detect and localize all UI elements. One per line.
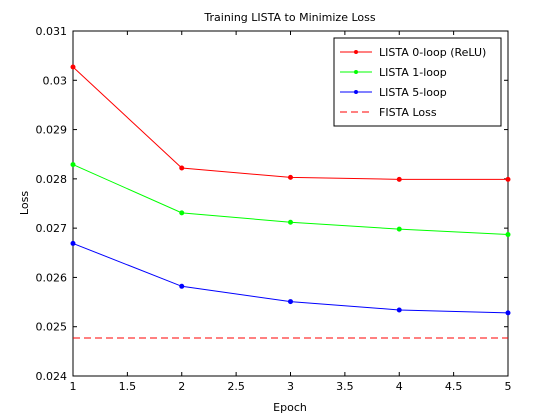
y-tick-label: 0.028	[36, 173, 68, 186]
data-point	[288, 219, 293, 225]
x-tick-label: 5	[505, 380, 512, 393]
legend-box	[333, 37, 502, 127]
x-axis: 1 1.5 2 2.5 3 3.5 4 4.5 5	[70, 31, 512, 393]
legend-label: LISTA 1-loop	[379, 66, 447, 79]
legend-label: FISTA Loss	[379, 106, 437, 119]
series-layer	[70, 64, 511, 339]
data-point	[288, 299, 293, 305]
data-point	[179, 165, 185, 171]
x-tick-label: 2	[178, 380, 185, 393]
y-tick-label: 0.03	[43, 74, 68, 87]
x-tick-label: 1.5	[119, 380, 137, 393]
data-point	[505, 176, 511, 182]
data-point	[70, 64, 76, 70]
legend-marker	[354, 70, 358, 74]
x-tick-label: 3	[287, 380, 294, 393]
data-point	[179, 283, 185, 289]
legend-marker	[354, 90, 358, 94]
y-axis: 0.024 0.025 0.026 0.027 0.028 0.029 0.03 0.031	[36, 25, 508, 383]
x-tick-label: 3.5	[336, 380, 354, 393]
y-tick-label: 0.026	[36, 271, 68, 284]
legend: LISTA 0-loop (ReLU) LISTA 1-loop LISTA 5-l…	[333, 37, 502, 127]
legend-label: LISTA 5-loop	[379, 86, 447, 99]
data-point	[396, 307, 402, 313]
x-tick-label: 4	[396, 380, 403, 393]
data-point	[396, 226, 402, 232]
x-tick-label: 2.5	[227, 380, 245, 393]
x-tick-label: 4.5	[445, 380, 463, 393]
y-tick-label: 0.031	[36, 25, 68, 38]
data-point	[288, 174, 293, 180]
legend-label: LISTA 0-loop (ReLU)	[379, 46, 486, 59]
y-tick-label: 0.029	[36, 124, 68, 137]
y-tick-label: 0.024	[36, 370, 68, 383]
y-axis-label: Loss	[18, 191, 31, 215]
data-point	[505, 310, 511, 316]
data-point	[70, 240, 76, 246]
x-axis-label: Epoch	[273, 401, 307, 414]
x-tick-label: 1	[70, 380, 77, 393]
data-point	[396, 176, 402, 182]
legend-marker	[354, 50, 358, 54]
data-point	[505, 232, 511, 238]
y-tick-label: 0.025	[36, 321, 68, 334]
data-point	[179, 210, 185, 216]
chart-title: Training LISTA to Minimize Loss	[203, 11, 375, 24]
data-point	[70, 162, 76, 168]
y-tick-label: 0.027	[36, 222, 68, 235]
